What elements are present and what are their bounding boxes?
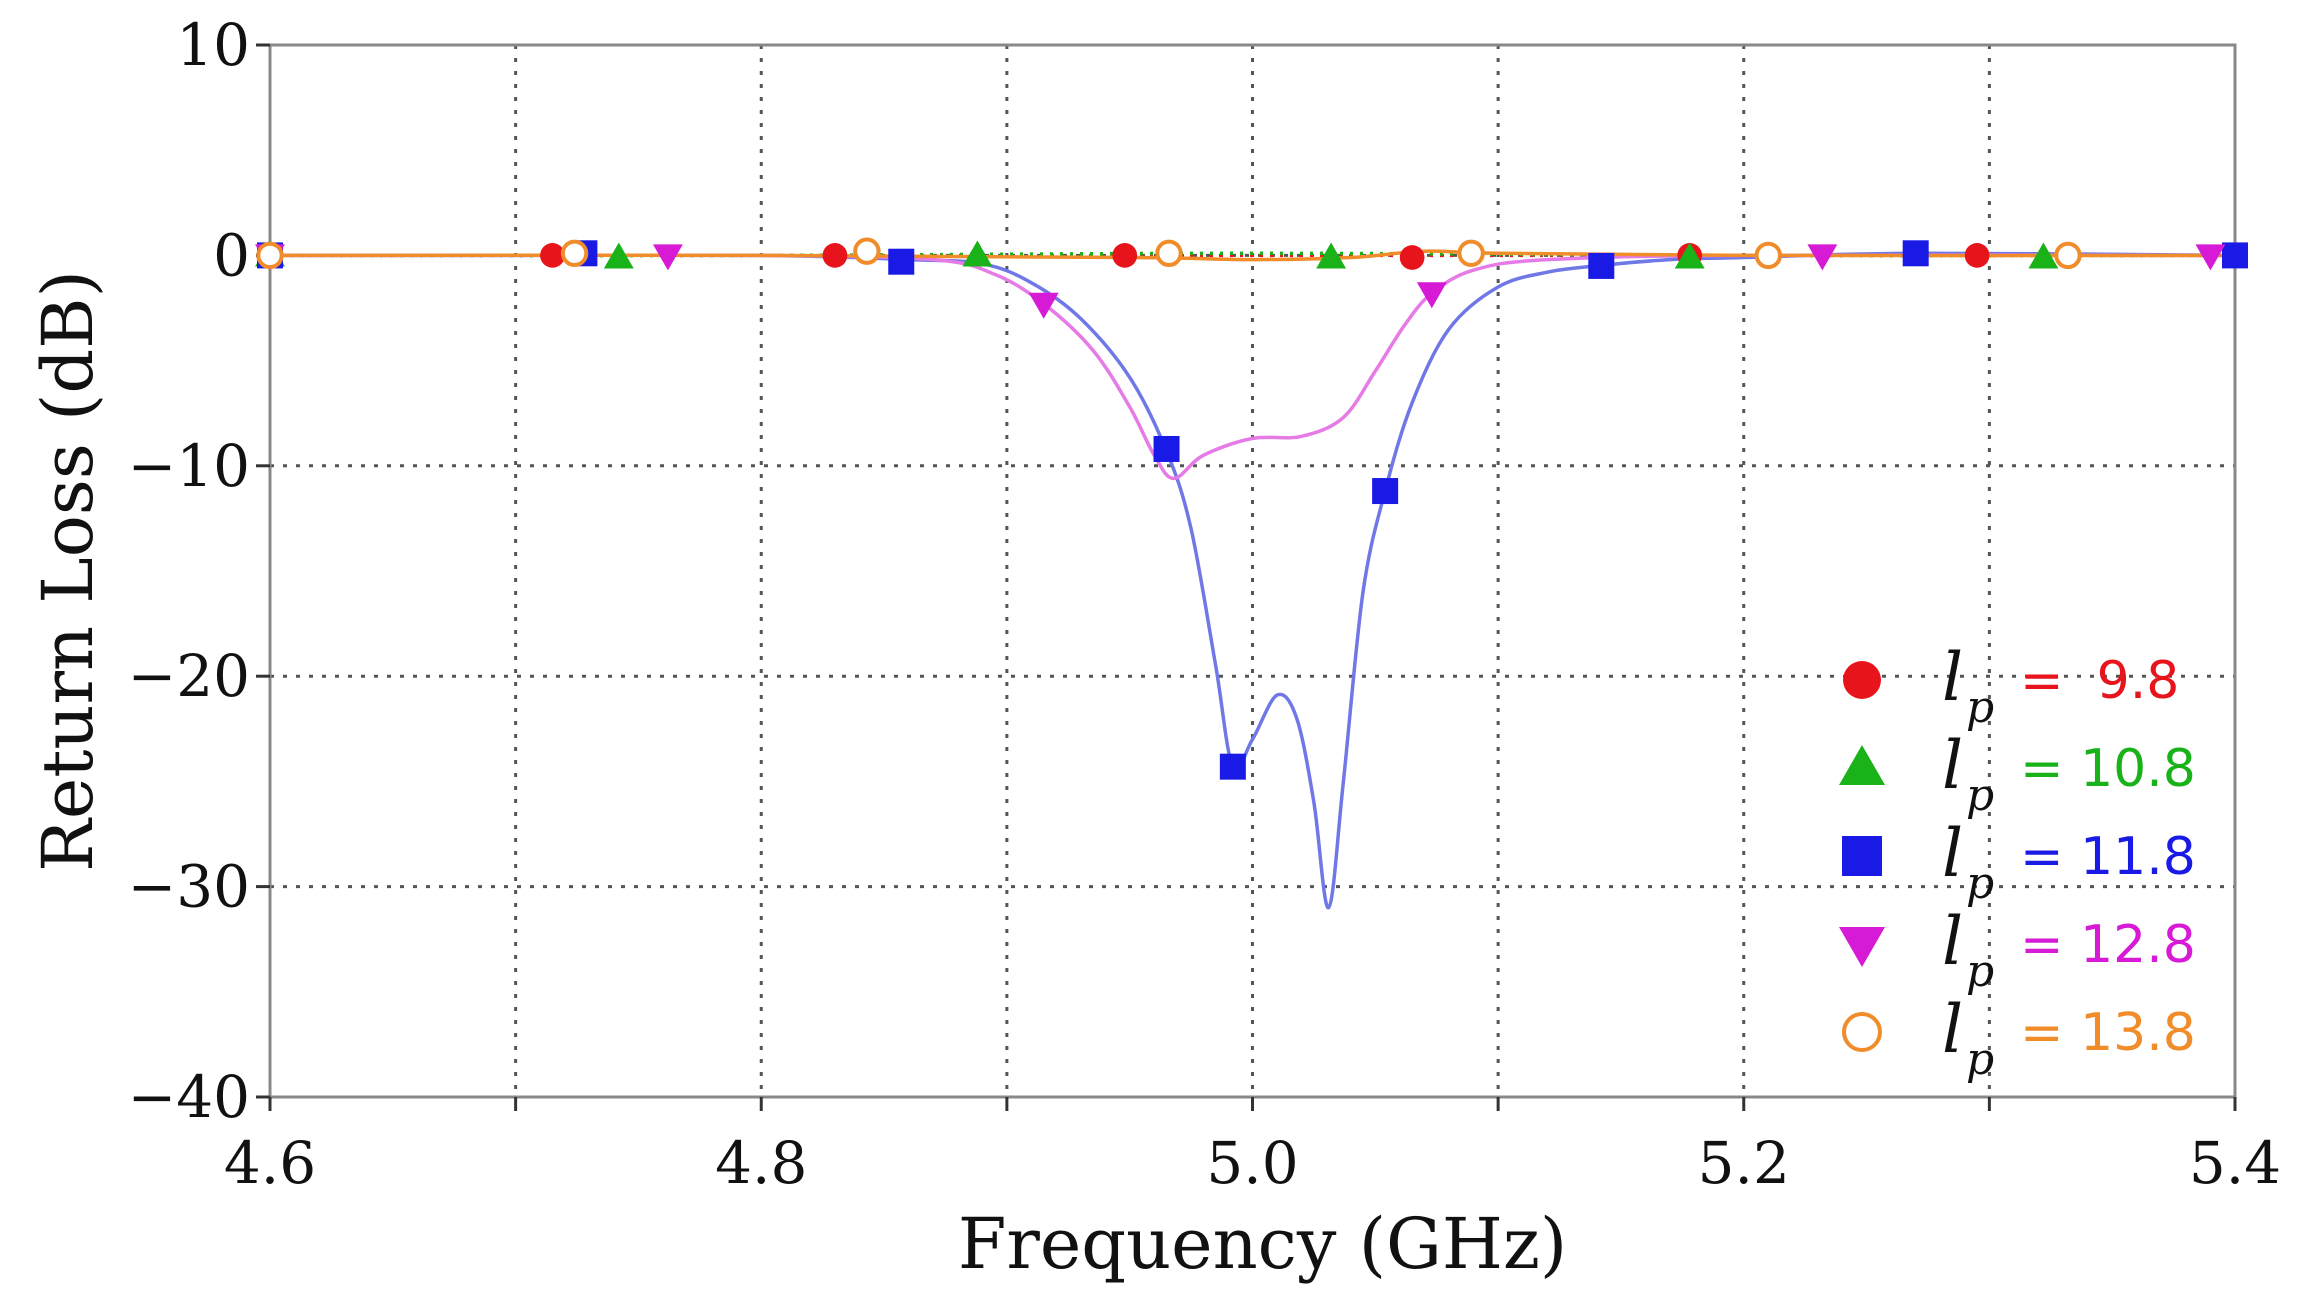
data-point-series-4 (1028, 292, 1059, 319)
y-tick-label: 10 (176, 11, 250, 79)
data-point-series-4 (652, 244, 683, 271)
legend-item-3: l p = 11.8 (1842, 815, 2196, 909)
legend-value: = 11.8 (2020, 827, 2196, 887)
legend: l p = 9.8l p = 10.8l p = 11.8l p = 12.8l p = 13.8 (1839, 639, 2196, 1085)
data-point-series-5 (853, 237, 881, 265)
legend-subscript: p (1966, 770, 1994, 821)
legend-subscript: p (1966, 682, 1994, 733)
data-point-series-2 (603, 242, 634, 269)
y-tick-label: −40 (128, 1063, 250, 1131)
data-point-series-3 (1588, 252, 1615, 279)
data-point-series-1 (822, 243, 848, 268)
legend-symbol: l (1942, 639, 1963, 716)
legend-item-4: l p = 12.8 (1839, 903, 2196, 997)
data-point-series-5 (256, 241, 284, 270)
data-point-series-2 (2028, 242, 2059, 269)
data-point-series-1 (1112, 243, 1138, 268)
legend-symbol: l (1942, 991, 1963, 1068)
y-tick-label: −20 (128, 642, 250, 710)
x-tick-label: 5.4 (2189, 1129, 2281, 1197)
data-point-series-1 (540, 243, 565, 268)
data-point-series-3 (1219, 753, 1246, 780)
data-point-series-4 (1416, 282, 1447, 309)
legend-item-1: l p = 9.8 (1843, 639, 2179, 733)
legend-subscript: p (1966, 946, 1994, 997)
data-point-series-3 (888, 248, 915, 275)
data-point-series-4 (1807, 244, 1838, 271)
y-tick-labels: 10 0 −10 −20 −30 −40 (128, 11, 250, 1131)
legend-item-5: l p = 13.8 (1842, 991, 2196, 1085)
legend-marker (1842, 836, 1882, 876)
data-point-series-3 (1372, 478, 1399, 505)
legend-marker (1843, 661, 1881, 699)
legend-symbol: l (1942, 727, 1963, 804)
series-markers (255, 237, 2248, 780)
legend-value: = 9.8 (2020, 651, 2179, 711)
data-point-series-3 (2222, 242, 2248, 269)
legend-item-2: l p = 10.8 (1839, 727, 2196, 821)
data-point-series-2 (1674, 242, 1705, 269)
legend-subscript: p (1966, 1034, 1994, 1085)
data-point-series-1 (1399, 245, 1425, 270)
legend-value: = 13.8 (2020, 1003, 2196, 1063)
y-tick-label: 0 (213, 221, 250, 289)
data-point-series-3 (1153, 435, 1180, 462)
data-point-series-5 (1155, 239, 1183, 267)
data-point-series-5 (1754, 241, 1783, 270)
legend-marker (1842, 1012, 1882, 1052)
x-tick-labels: 4.6 4.8 5.0 5.2 5.4 (224, 1129, 2281, 1197)
legend-value: = 12.8 (2020, 915, 2196, 975)
legend-value: = 10.8 (2020, 739, 2196, 799)
data-point-series-5 (560, 239, 589, 267)
legend-marker (1839, 745, 1885, 785)
data-point-series-5 (1457, 239, 1485, 267)
x-axis-title: Frequency (GHz) (958, 1203, 1567, 1285)
x-tick-label: 4.8 (715, 1129, 807, 1197)
legend-symbol: l (1942, 903, 1963, 980)
legend-subscript: p (1966, 858, 1994, 909)
x-tick-label: 5.0 (1206, 1129, 1298, 1197)
series-line-2 (269, 251, 2236, 258)
x-tick-label: 4.6 (224, 1129, 316, 1197)
axis-ticks (256, 43, 2237, 1111)
y-axis-title: Return Loss (dB) (27, 270, 109, 872)
data-point-series-2 (1316, 242, 1347, 269)
data-point-series-5 (2054, 241, 2082, 270)
data-point-series-4 (2195, 244, 2226, 271)
data-point-series-1 (1964, 243, 1990, 268)
y-tick-label: −30 (128, 853, 250, 921)
data-point-series-2 (962, 240, 993, 267)
data-point-series-3 (1902, 240, 1929, 267)
x-tick-label: 5.2 (1698, 1129, 1790, 1197)
legend-marker (1839, 927, 1885, 967)
y-tick-label: −10 (128, 432, 250, 500)
legend-symbol: l (1942, 815, 1963, 892)
